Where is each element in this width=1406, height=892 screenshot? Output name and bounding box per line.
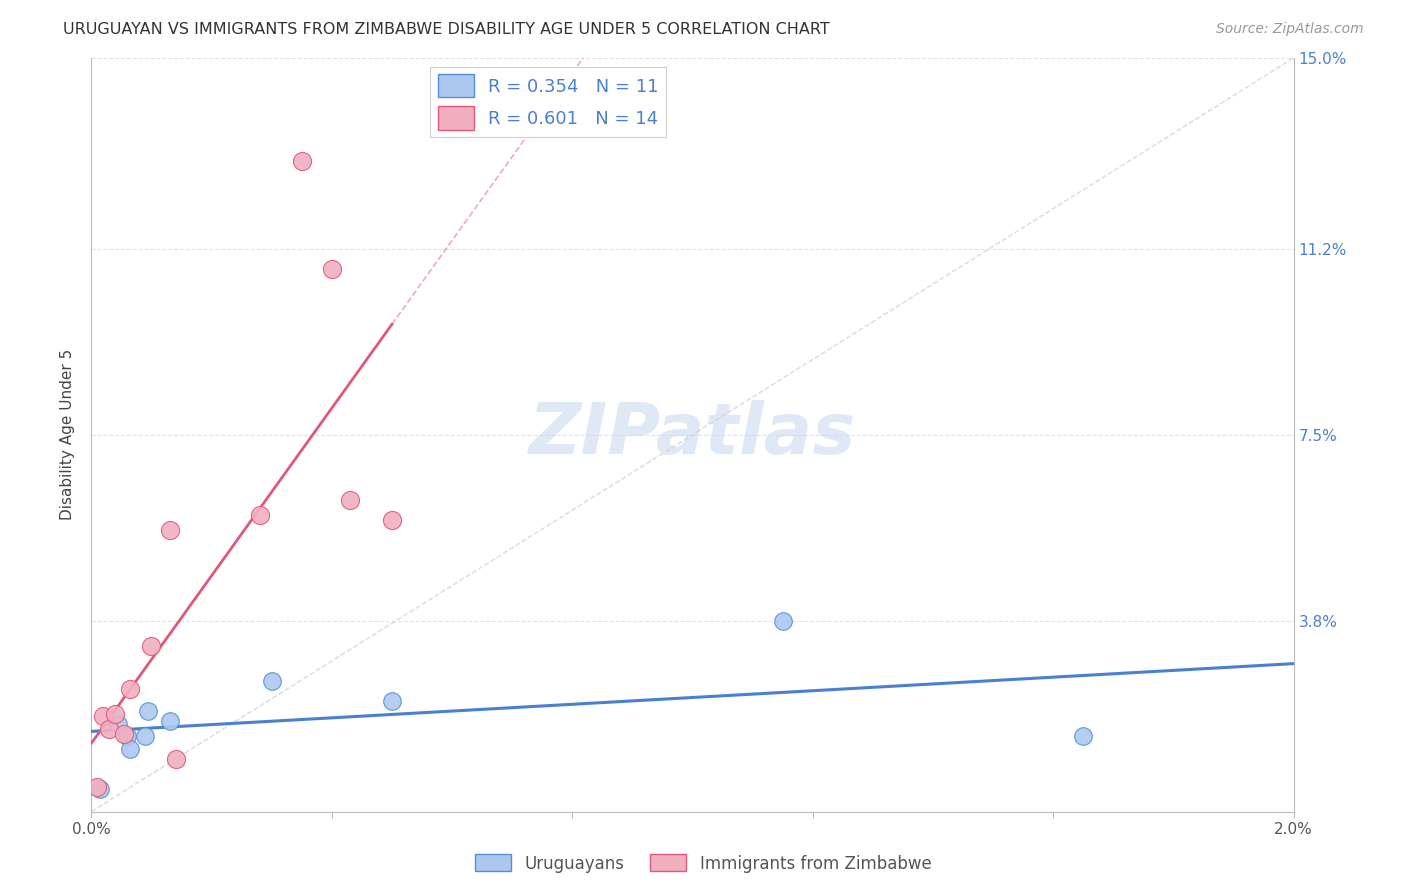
- Point: [321, 262, 343, 277]
- Point: [381, 513, 404, 527]
- Point: [93, 709, 115, 723]
- Point: [141, 639, 163, 653]
- Point: [107, 716, 129, 731]
- Point: [117, 730, 139, 744]
- Point: [339, 493, 361, 508]
- Point: [86, 780, 108, 794]
- Point: [381, 694, 404, 708]
- Point: [98, 722, 121, 736]
- Legend: R = 0.354   N = 11, R = 0.601   N = 14: R = 0.354 N = 11, R = 0.601 N = 14: [430, 67, 666, 136]
- Legend: Uruguayans, Immigrants from Zimbabwe: Uruguayans, Immigrants from Zimbabwe: [468, 847, 938, 880]
- Point: [114, 727, 136, 741]
- Point: [120, 681, 142, 696]
- Point: [120, 742, 142, 756]
- Y-axis label: Disability Age Under 5: Disability Age Under 5: [60, 350, 76, 520]
- Point: [1071, 730, 1094, 744]
- Point: [104, 706, 127, 721]
- Point: [138, 704, 160, 718]
- Point: [134, 730, 156, 744]
- Point: [772, 614, 794, 628]
- Point: [165, 752, 187, 766]
- Text: ZIPatlas: ZIPatlas: [529, 401, 856, 469]
- Point: [89, 782, 111, 797]
- Text: Source: ZipAtlas.com: Source: ZipAtlas.com: [1216, 22, 1364, 37]
- Point: [159, 524, 181, 538]
- Point: [249, 508, 271, 523]
- Text: URUGUAYAN VS IMMIGRANTS FROM ZIMBABWE DISABILITY AGE UNDER 5 CORRELATION CHART: URUGUAYAN VS IMMIGRANTS FROM ZIMBABWE DI…: [63, 22, 830, 37]
- Point: [260, 674, 283, 689]
- Point: [291, 153, 314, 168]
- Point: [159, 714, 181, 729]
